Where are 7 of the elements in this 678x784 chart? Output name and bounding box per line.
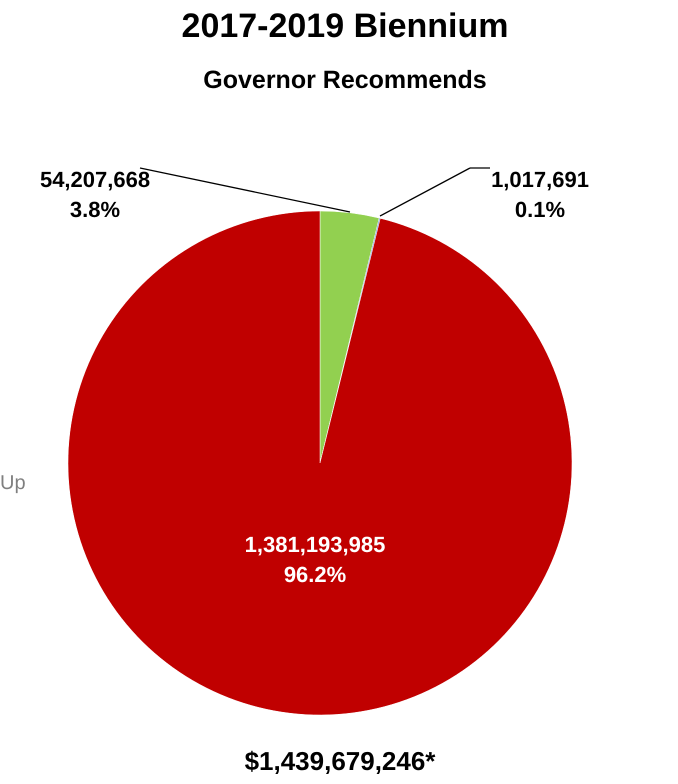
data-label: 54,207,668 3.8%: [40, 167, 150, 222]
data-label: 1,017,691 0.1%: [491, 167, 589, 222]
chart-title: 2017-2019 Biennium: [182, 7, 508, 45]
chart-subtitle: Governor Recommends: [203, 66, 487, 94]
text: $1,439,679,246*: [244, 746, 436, 776]
text: Up: [0, 472, 26, 494]
data-label: 1,381,193,985 96.2%: [244, 532, 386, 587]
